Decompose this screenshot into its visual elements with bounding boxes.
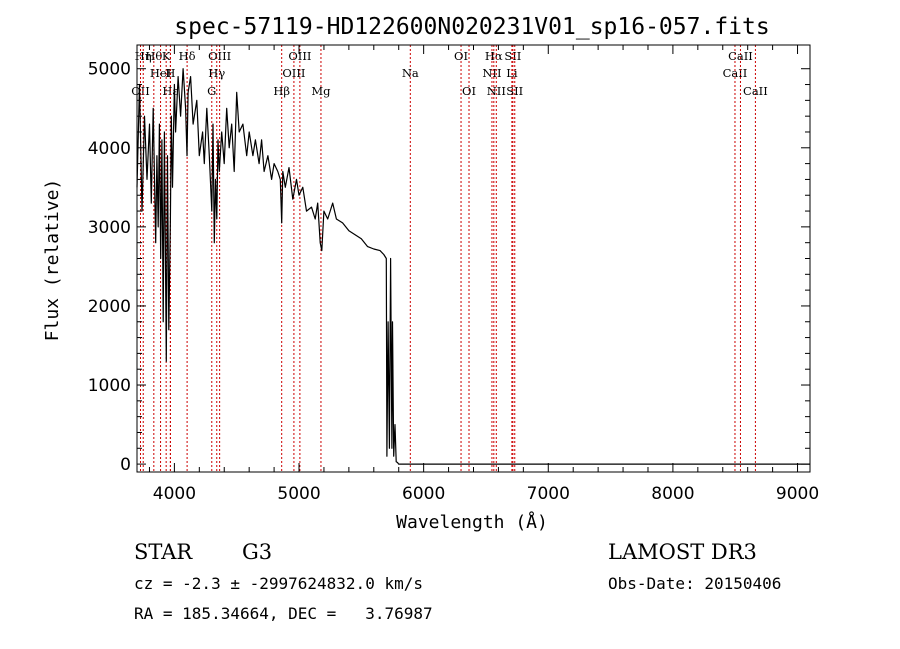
- y-axis-label: Flux (relative): [42, 179, 63, 342]
- x-tick-label: 5000: [277, 484, 320, 504]
- line-marker-label: OIII: [208, 49, 231, 63]
- line-marker-label: NII: [487, 84, 506, 98]
- line-marker-label: OI: [454, 49, 468, 63]
- x-tick-label: 9000: [776, 484, 819, 504]
- line-marker-label: Hβ: [273, 84, 290, 98]
- y-tick-label: 4000: [88, 139, 131, 159]
- line-marker-label: OII: [131, 84, 150, 98]
- line-marker-label: Li: [506, 66, 518, 80]
- line-marker-label: OIII: [288, 49, 311, 63]
- line-marker-label: OIII: [282, 66, 305, 80]
- obs-date: Obs-Date: 20150406: [608, 574, 781, 593]
- y-axis-ticks: 0 1000 2000 3000 4000 5000: [88, 60, 810, 475]
- object-subclass: G3: [242, 540, 272, 564]
- y-tick-label: 1000: [88, 376, 131, 396]
- line-marker-label: Hγ: [208, 66, 225, 80]
- y-tick-label: 3000: [88, 218, 131, 238]
- x-axis-label: Wavelength (Å): [396, 511, 548, 533]
- x-tick-label: 6000: [402, 484, 445, 504]
- spectrum-line: [136, 68, 810, 465]
- object-class: STAR: [134, 540, 193, 564]
- emission-line-markers: HθOIIHηHeIKHεHHδGHγOIIIHβOIIIOIIIMgNaOIO…: [131, 45, 768, 472]
- y-tick-label: 2000: [88, 297, 131, 317]
- coordinates: RA = 185.34664, DEC = 3.76987: [134, 604, 433, 623]
- line-marker-label: CaII: [743, 84, 768, 98]
- chart-title: spec-57119-HD122600N020231V01_sp16-057.f…: [174, 14, 769, 40]
- x-tick-label: 8000: [651, 484, 694, 504]
- line-marker-label: OI: [462, 84, 476, 98]
- line-marker-label: NII: [482, 66, 501, 80]
- line-marker-label: G: [207, 84, 216, 98]
- line-marker-label: Na: [402, 66, 419, 80]
- line-marker-label: SII: [504, 49, 521, 63]
- line-marker-label: K: [162, 49, 171, 63]
- line-marker-label: CaII: [723, 66, 748, 80]
- x-axis-ticks: 4000 5000 6000 7000 8000 9000: [148, 45, 819, 504]
- line-marker-label: Hα: [485, 49, 503, 63]
- redshift-text: cz = -2.3 ± -2997624832.0 km/s: [134, 574, 423, 593]
- line-marker-label: Hδ: [179, 49, 196, 63]
- y-tick-label: 0: [120, 455, 131, 475]
- x-tick-label: 7000: [527, 484, 570, 504]
- spectrum-series: [136, 68, 810, 465]
- line-marker-label: Hη: [135, 49, 152, 63]
- line-marker-label: Mg: [311, 84, 331, 98]
- line-marker-label: Hθ: [145, 49, 162, 63]
- y-tick-label: 5000: [88, 60, 131, 80]
- line-marker-label: CaII: [728, 49, 753, 63]
- line-marker-label: SII: [506, 84, 523, 98]
- survey-name: LAMOST DR3: [608, 540, 757, 564]
- x-tick-label: 4000: [153, 484, 196, 504]
- line-marker-label: H: [165, 66, 175, 80]
